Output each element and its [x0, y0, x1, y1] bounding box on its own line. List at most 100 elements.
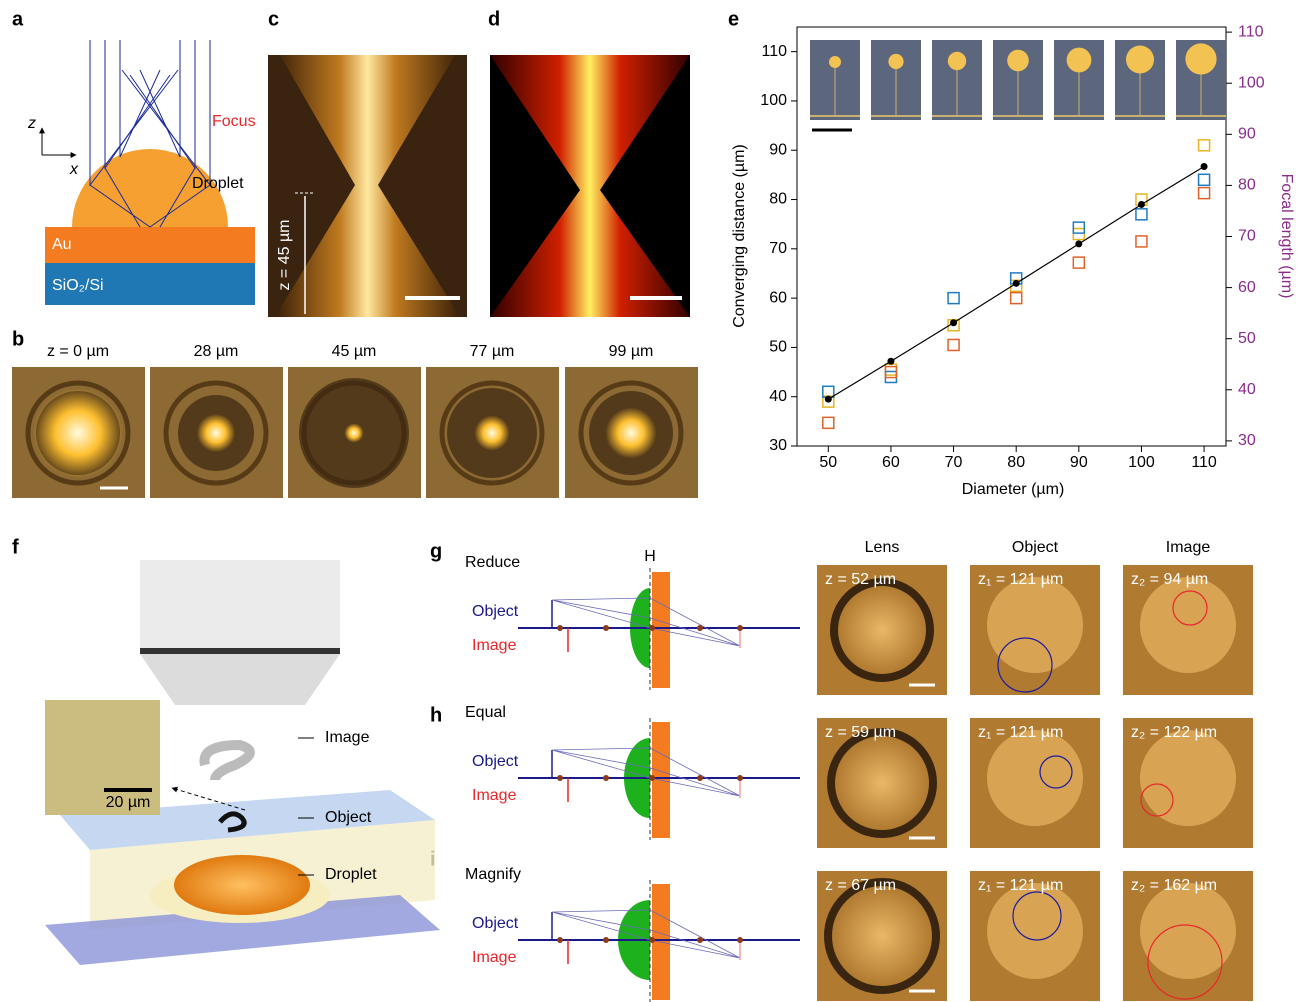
droplet-ring: [578, 380, 684, 486]
ray-fan: [551, 909, 741, 959]
x-tick-label: 110: [1191, 454, 1217, 471]
focal-point: [697, 775, 703, 781]
layer-label: SiO₂/Si: [52, 277, 104, 294]
focal-point: [649, 775, 655, 781]
x-tick-label: 50: [819, 454, 837, 471]
image-label: Image: [472, 637, 517, 654]
blur-glow: [987, 883, 1083, 979]
rays: [89, 40, 211, 228]
y2-tick-label: 70: [1238, 228, 1256, 245]
level-label: Image: [325, 729, 370, 746]
point: [947, 338, 960, 352]
inset-arrow: [171, 786, 246, 811]
point: [822, 416, 835, 430]
focal-point: [649, 937, 655, 943]
panel-f: 20 µm Image Object Droplet: [45, 560, 440, 965]
inset-droplet: [947, 51, 967, 71]
point: [1135, 208, 1148, 221]
point: [1197, 186, 1211, 200]
depth-label: z₁ = 121 µm: [978, 571, 1063, 588]
point: [1072, 256, 1086, 269]
droplet: [72, 149, 228, 227]
y2-tick-label: 110: [1238, 23, 1264, 40]
point: [950, 319, 958, 327]
focal-point: [737, 937, 743, 943]
depth-label: z₂ = 162 µm: [1131, 877, 1217, 894]
inset-droplet: [1126, 45, 1154, 74]
y-tick-label: 50: [769, 339, 787, 356]
y2-tick-label: 60: [1238, 279, 1256, 296]
inset-droplet: [1185, 43, 1217, 75]
panel-label: e: [728, 8, 739, 30]
axis-label: z: [27, 115, 36, 132]
column-header: Image: [1166, 539, 1211, 556]
point: [1197, 139, 1211, 152]
focus-spot: [344, 423, 364, 443]
depth-label: z₁ = 121 µm: [978, 724, 1063, 741]
y-tick-label: 70: [769, 240, 787, 257]
y-tick-label: 40: [769, 388, 787, 405]
y-tick-label: 100: [760, 92, 787, 109]
beam: [275, 55, 460, 317]
x-tick-label: 80: [1007, 454, 1025, 471]
panel-label: g: [430, 540, 442, 562]
depth-label: z₁ = 121 µm: [978, 877, 1063, 894]
focal-point: [557, 775, 563, 781]
blur-glow: [1140, 730, 1236, 826]
point: [1009, 291, 1023, 305]
object-label: Object: [472, 753, 519, 770]
marker-circle: [997, 637, 1053, 693]
focal-point: [697, 625, 703, 631]
y-tick-label: 60: [769, 289, 787, 306]
y-tick-label: 90: [769, 141, 787, 158]
inset-photo: [45, 700, 160, 815]
panel-label: a: [12, 8, 24, 30]
focal-point: [649, 625, 655, 631]
column-header: Object: [1012, 539, 1059, 556]
point: [824, 395, 832, 403]
blur-glow: [987, 730, 1083, 826]
object-icon: [218, 811, 247, 833]
point: [1197, 173, 1211, 187]
marker-circle: [1140, 783, 1174, 817]
object-label: Object: [472, 915, 519, 932]
mode-label: Reduce: [465, 554, 520, 571]
depth-label: z = 59 µm: [825, 724, 896, 741]
point: [887, 357, 895, 365]
beam: [490, 55, 690, 317]
y2-tick-label: 90: [1238, 126, 1256, 143]
lens-interior: [838, 586, 926, 674]
panel-a: z x Focus Droplet Au SiO₂/Si: [27, 40, 256, 305]
marker-circle: [1039, 755, 1073, 789]
panel-label: b: [12, 328, 24, 350]
marker-circle: [1012, 891, 1062, 941]
depth-label: z = 0 µm: [47, 343, 109, 360]
point: [1200, 163, 1208, 171]
inset-droplet: [829, 56, 841, 68]
x-tick-label: 70: [945, 454, 963, 471]
focus-label: Focus: [212, 113, 256, 130]
point: [884, 363, 898, 376]
height-label: z = 45 µm: [276, 219, 293, 290]
focal-point: [557, 625, 563, 631]
au-layer: [45, 227, 255, 263]
focal-point: [697, 937, 703, 943]
depth-label: z = 67 µm: [825, 877, 896, 894]
x-tick-label: 90: [1070, 454, 1088, 471]
depth-label: 45 µm: [332, 343, 377, 360]
panel-d: [490, 55, 690, 317]
y-tick-label: 110: [761, 43, 787, 60]
focus-spot: [605, 407, 657, 459]
inset-droplet: [1007, 49, 1029, 72]
panel-label: c: [268, 8, 279, 30]
focus-spot: [474, 415, 510, 451]
blur-glow: [1140, 883, 1236, 979]
y2-axis-label: Focal length (µm): [1278, 174, 1295, 299]
y2-tick-label: 100: [1238, 74, 1265, 91]
inset-droplet: [888, 53, 904, 70]
y2-tick-label: 80: [1238, 177, 1256, 194]
y2-tick-label: 50: [1238, 330, 1256, 347]
focus-spot: [33, 388, 123, 478]
droplet-label: Droplet: [192, 175, 244, 192]
